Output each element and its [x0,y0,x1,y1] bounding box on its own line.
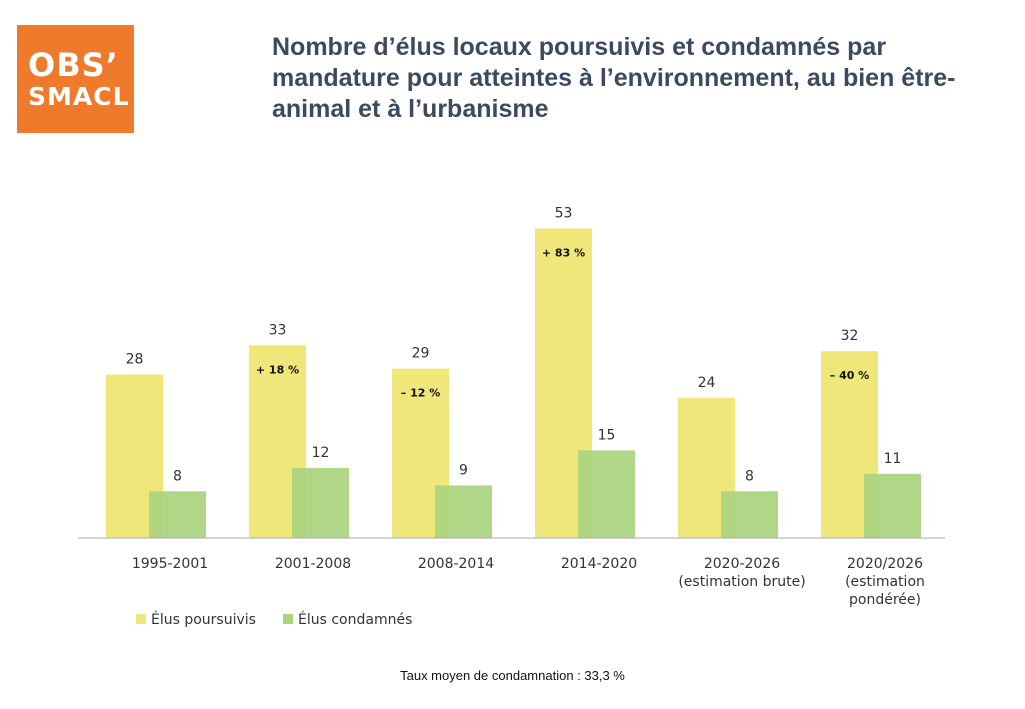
x-tick-label: (estimation [845,574,925,590]
footnote: Taux moyen de condamnation : 33,3 % [400,668,625,683]
x-tick-label: (estimation brute) [678,574,805,590]
legend-swatch [283,614,293,624]
bar-elus-condamnes [721,491,778,538]
data-label-condamnes: 11 [884,451,902,467]
variation-annotation: – 40 % [830,369,870,382]
data-label-poursuivis: 28 [126,351,144,367]
bar-elus-condamnes [864,473,921,538]
x-tick-label: 2020-2026 [704,556,780,572]
legend-label: Élus condamnés [298,611,412,628]
data-label-condamnes: 8 [745,468,754,484]
variation-annotation: – 12 % [401,387,441,400]
variation-annotation: + 18 % [256,363,299,376]
data-label-condamnes: 9 [459,462,468,478]
bar-elus-condamnes [435,485,492,538]
x-tick-label: 2020/2026 [847,556,923,572]
legend-swatch [136,614,146,624]
variation-annotation: + 83 % [542,246,585,259]
data-label-condamnes: 12 [312,445,330,461]
x-tick-label: 1995-2001 [132,556,208,572]
data-label-condamnes: 15 [598,427,616,443]
data-label-poursuivis: 33 [269,322,287,338]
chart-title: Nombre d’élus locaux poursuivis et conda… [272,33,956,123]
legend-label: Élus poursuivis [151,611,256,628]
bar-elus-condamnes [292,467,349,538]
x-tick-label: pondérée) [849,592,921,608]
logo-line-1: OBS’ [28,46,119,84]
logo-line-2: SMACL [28,82,130,111]
data-label-poursuivis: 32 [841,328,859,344]
bar-elus-condamnes [149,491,206,538]
data-label-poursuivis: 24 [698,375,716,391]
data-label-condamnes: 8 [173,468,182,484]
x-tick-label: 2008-2014 [418,556,494,572]
data-label-poursuivis: 29 [412,346,430,362]
x-tick-label: 2001-2008 [275,556,351,572]
obs-smacl-logo: OBS’ SMACL [17,25,134,133]
bar-elus-condamnes [578,450,635,538]
data-label-poursuivis: 53 [555,205,573,221]
x-tick-label: 2014-2020 [561,556,637,572]
